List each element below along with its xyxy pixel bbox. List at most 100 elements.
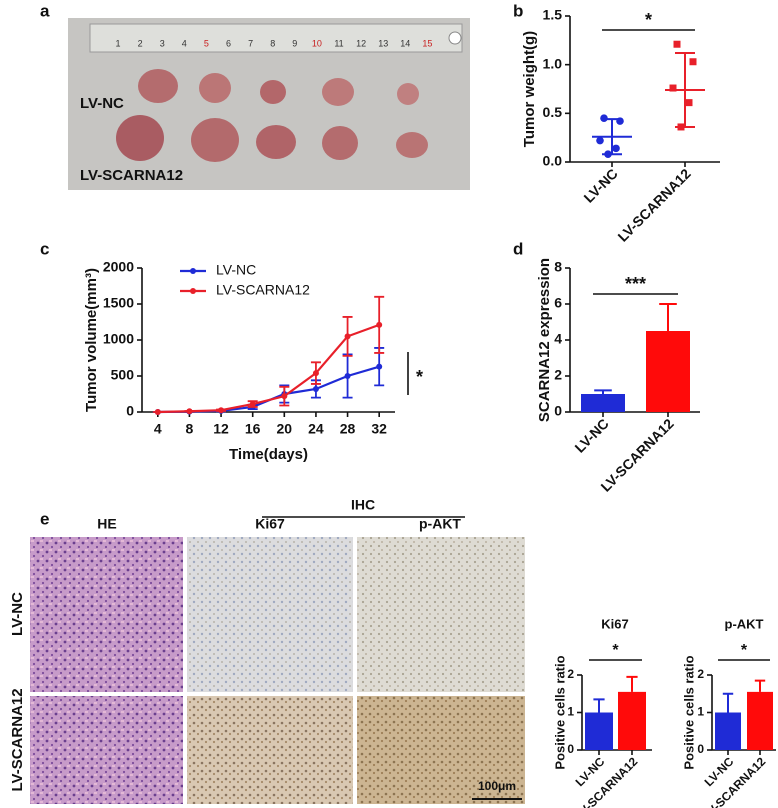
panel-label: d [513,239,523,258]
x-tick-label: 20 [277,421,293,437]
y-tick-label: 2 [554,367,562,383]
y-tick-label: 0.0 [543,153,563,169]
data-point [218,407,225,414]
y-tick-label: 1000 [103,331,134,347]
data-point [344,373,351,379]
error-bar [594,389,612,394]
tumor-photo [68,18,470,190]
data-point [689,58,697,66]
data-point [186,408,193,415]
y-axis-title: Positive cells ratio [552,655,567,769]
x-tick-label: 32 [371,421,387,437]
data-point [612,144,620,153]
error-bar [722,692,734,713]
y-tick-label: 1 [567,705,574,719]
y-axis-title: Tumor weight(g) [521,31,538,147]
error-bar [754,679,766,692]
y-tick-label: 1 [697,705,704,719]
x-tick-label: 16 [245,421,261,437]
data-point [685,99,693,107]
sd-bar [675,51,695,128]
y-tick-label: 1.0 [543,55,563,71]
legend-label: LV-SCARNA12 [216,282,310,298]
series-line [157,323,380,414]
x-tick-label: 4 [154,421,162,437]
bar [747,691,773,750]
bar [715,712,741,750]
significance-label: *** [625,274,646,294]
ruler-label: 9 [292,38,297,48]
row-label: LV-NC [80,95,124,112]
y-tick-label: 2000 [103,259,134,275]
chart-title: p-AKT [725,616,764,631]
panel-label: b [513,1,523,20]
x-tick-label: LV-NC [580,165,620,205]
data-point [669,84,677,92]
group-label: IHC [351,497,375,513]
column-label: p-AKT [419,516,461,532]
y-tick-label: 0 [697,742,704,756]
bar [581,394,625,412]
y-tick-label: 500 [111,367,135,383]
row-label: LV-SCARNA12 [80,167,183,184]
legend-marker [190,288,196,294]
ruler-label: 7 [248,38,253,48]
x-tick-label: 12 [213,421,229,437]
x-tick-label: LV-NC [571,415,611,455]
x-tick-label: LV-SCARNA12 [614,165,693,244]
y-axis-title: SCARNA12 expression [536,258,553,422]
ruler-label: 12 [356,38,366,48]
legend-label: LV-NC [216,262,256,278]
bar [646,331,690,412]
error-bar [626,675,638,692]
scale-bar-label: 100μm [478,779,516,793]
ruler-label: 13 [378,38,388,48]
y-tick-label: 2 [567,667,574,681]
y-axis-title: Positive cells ratio [681,655,696,769]
data-point [249,401,256,408]
ruler-label: 2 [138,38,143,48]
ruler-label: 1 [115,38,120,48]
y-tick-label: 1500 [103,295,134,311]
ruler-label: 3 [160,38,165,48]
x-tick-label: 28 [340,421,356,437]
data-point [344,333,351,340]
row-label: LV-SCARNA12 [9,688,26,791]
error-bar [659,303,677,331]
column-label: Ki67 [255,516,285,532]
y-tick-label: 6 [554,295,562,311]
significance-label: * [416,367,423,387]
ruler-label: 15 [422,38,432,48]
error-bar [593,698,605,713]
ruler-label: 11 [334,38,343,48]
data-point [312,370,319,377]
data-point [376,321,383,328]
panel-label: c [40,239,49,258]
data-point [376,363,383,370]
y-tick-label: 4 [554,331,562,347]
legend-marker [190,268,196,274]
data-point [312,385,319,392]
y-tick-label: 0 [567,742,574,756]
panel-label: a [40,1,50,20]
significance-label: * [645,10,652,30]
data-point [673,40,681,48]
data-point [281,393,288,400]
ruler-label: 5 [204,38,209,48]
ruler-label: 10 [312,38,322,48]
y-axis-title: Tumor volume(mm³) [83,268,100,412]
column-label: HE [97,516,116,532]
chart-title: Ki67 [601,616,628,631]
ruler-label: 8 [270,38,275,48]
y-tick-label: 8 [554,259,562,275]
x-tick-label: 8 [186,421,194,437]
y-tick-label: 0.5 [543,104,563,120]
ruler-label: 4 [182,38,187,48]
ruler-label: 6 [226,38,231,48]
bar [618,691,646,750]
y-tick-label: 2 [697,667,704,681]
y-tick-label: 0 [126,403,134,419]
data-point [596,136,604,145]
